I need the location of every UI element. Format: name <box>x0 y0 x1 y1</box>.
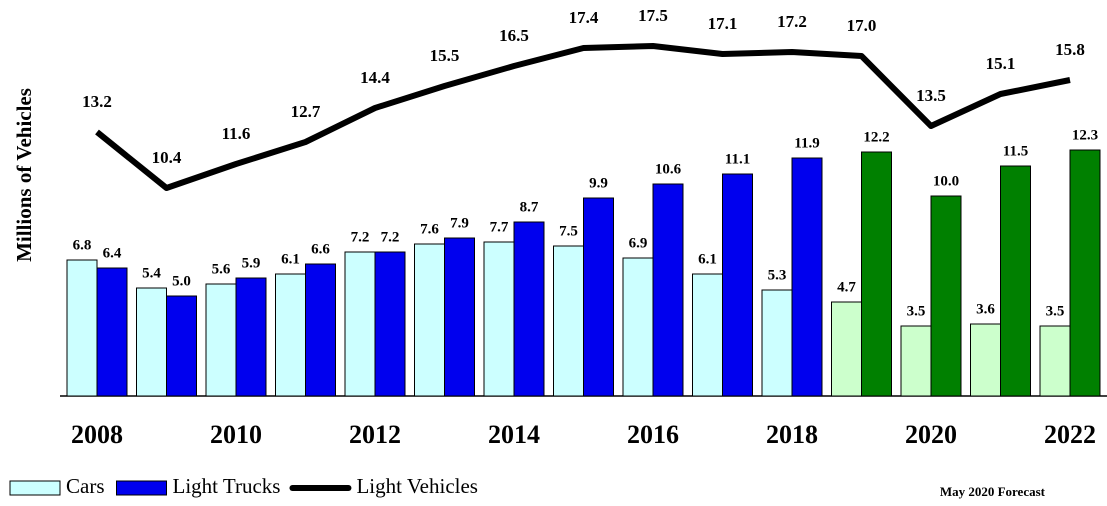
data-label: 7.5 <box>559 223 578 239</box>
bar <box>444 237 475 397</box>
bar <box>622 257 654 397</box>
bar <box>235 277 267 397</box>
bar <box>761 289 793 397</box>
bar <box>722 173 753 397</box>
data-label: 11.1 <box>725 151 750 167</box>
data-label: 10.6 <box>655 161 682 177</box>
data-label: 15.5 <box>430 46 460 65</box>
bar <box>831 301 862 397</box>
data-label: 7.2 <box>351 229 370 245</box>
bar <box>275 273 306 397</box>
data-label: 7.7 <box>490 219 509 235</box>
data-label: 17.5 <box>638 6 668 25</box>
data-label: 15.8 <box>1055 40 1085 59</box>
data-label: 3.5 <box>907 303 926 319</box>
data-label: 11.9 <box>794 135 819 151</box>
data-label: 5.9 <box>242 255 261 271</box>
data-label: 5.0 <box>172 273 191 289</box>
bar <box>305 263 336 397</box>
legend-swatch <box>9 480 61 496</box>
bar <box>692 273 723 397</box>
data-label: 13.5 <box>916 86 946 105</box>
data-label: 8.7 <box>520 199 539 215</box>
bar <box>583 197 614 397</box>
bar <box>483 241 515 397</box>
data-label: 6.8 <box>73 237 92 253</box>
line <box>95 43 1071 191</box>
x-tick-label: 2014 <box>488 420 540 449</box>
x-tick-label: 2012 <box>349 420 401 449</box>
legend-label: Light Trucks <box>173 474 281 498</box>
bar <box>166 295 197 397</box>
bar <box>205 283 237 397</box>
bar <box>96 267 128 397</box>
data-label: 17.4 <box>569 8 599 27</box>
data-label: 17.2 <box>777 12 807 31</box>
x-tick-label: 2020 <box>905 420 957 449</box>
legend-label: Light Vehicles <box>356 474 478 498</box>
data-label: 7.2 <box>381 229 400 245</box>
bar <box>553 245 584 397</box>
data-label: 11.5 <box>1003 143 1028 159</box>
bar <box>374 251 406 397</box>
legend-swatch <box>116 480 167 496</box>
bar <box>1069 149 1101 397</box>
data-label: 5.4 <box>142 265 161 281</box>
data-label: 6.9 <box>629 235 648 251</box>
data-label: 3.5 <box>1046 303 1065 319</box>
data-label: 11.6 <box>222 124 251 143</box>
data-label: 4.7 <box>837 279 856 295</box>
legend-label: Cars <box>66 474 105 498</box>
y-axis-label: Millions of Vehicles <box>12 88 36 262</box>
bar <box>414 243 445 397</box>
data-label: 13.2 <box>82 92 112 111</box>
data-label: 10.4 <box>152 148 182 167</box>
bar <box>930 195 962 397</box>
bar <box>1000 165 1031 397</box>
data-label: 10.0 <box>933 173 959 189</box>
bar <box>513 221 545 397</box>
data-label: 12.2 <box>863 129 889 145</box>
bar <box>1039 325 1071 397</box>
data-label: 17.0 <box>847 16 877 35</box>
x-tick-label: 2016 <box>627 420 679 449</box>
data-label: 6.4 <box>103 245 122 261</box>
data-label: 17.1 <box>708 14 738 33</box>
note: May 2020 Forecast <box>940 484 1046 499</box>
data-label: 12.3 <box>1072 127 1098 143</box>
bar <box>66 259 98 397</box>
data-label: 3.6 <box>976 301 995 317</box>
data-label: 14.4 <box>360 68 390 87</box>
bar <box>344 251 376 397</box>
data-label: 12.7 <box>291 102 321 121</box>
bar <box>136 287 167 397</box>
data-label: 9.9 <box>589 175 608 191</box>
x-tick-label: 2010 <box>210 420 262 449</box>
bar <box>900 325 932 397</box>
data-label: 7.9 <box>450 215 469 231</box>
bar <box>791 157 823 397</box>
bar <box>861 151 892 397</box>
x-tick-label: 2022 <box>1044 420 1096 449</box>
bar <box>652 183 684 397</box>
data-label: 6.1 <box>698 251 717 267</box>
data-label: 5.6 <box>212 261 231 277</box>
data-label: 5.3 <box>768 267 787 283</box>
x-tick-label: 2018 <box>766 420 818 449</box>
data-label: 16.5 <box>499 26 529 45</box>
x-tick-label: 2008 <box>71 420 123 449</box>
data-label: 15.1 <box>986 54 1016 73</box>
data-label: 6.1 <box>281 251 300 267</box>
data-label: 7.6 <box>420 221 439 237</box>
data-label: 6.6 <box>311 241 330 257</box>
bar <box>970 323 1001 397</box>
